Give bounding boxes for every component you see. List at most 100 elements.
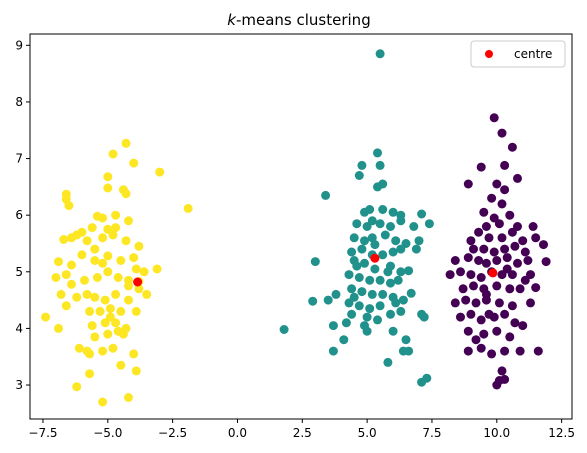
data-point: [61, 270, 71, 280]
data-point: [492, 326, 502, 336]
data-point: [492, 256, 502, 265]
data-point: [87, 321, 97, 331]
x-tick-label: −5.0: [93, 426, 122, 440]
y-tick-label: 8: [15, 95, 23, 109]
data-point: [481, 258, 491, 268]
data-point: [471, 335, 481, 345]
data-point: [90, 292, 100, 302]
data-point: [378, 179, 388, 189]
data-point: [131, 366, 141, 376]
chart-title-rest: -means clustering: [236, 11, 371, 29]
data-point: [463, 326, 473, 336]
data-point: [396, 244, 406, 254]
data-point: [352, 219, 362, 229]
chart-title: k-means clustering: [227, 11, 370, 29]
data-point: [539, 240, 548, 250]
x-tick-label: −7.5: [28, 426, 57, 440]
data-point: [103, 183, 113, 193]
chart-title-italic: k: [227, 11, 237, 29]
x-tick-label: 12.5: [548, 426, 575, 440]
data-point: [116, 360, 126, 370]
data-point: [72, 230, 82, 240]
data-point: [103, 251, 113, 261]
data-point: [362, 222, 372, 231]
data-point: [424, 219, 434, 229]
data-point: [357, 287, 367, 297]
data-point: [357, 160, 367, 170]
data-point: [90, 256, 100, 265]
data-point: [513, 173, 522, 183]
data-point: [386, 309, 395, 319]
data-point: [54, 257, 63, 267]
x-tick-label: 10.0: [483, 426, 510, 440]
data-point: [54, 323, 63, 333]
data-point: [456, 312, 465, 322]
data-point: [463, 253, 473, 263]
data-point: [487, 349, 497, 359]
data-point: [526, 270, 535, 280]
data-point: [474, 227, 484, 237]
data-point: [497, 233, 507, 243]
data-point: [98, 397, 108, 407]
data-point: [404, 266, 414, 276]
data-point: [108, 343, 118, 353]
data-point: [77, 250, 87, 260]
data-point: [500, 309, 510, 319]
centre-point: [133, 277, 143, 287]
data-point: [463, 179, 473, 189]
data-point: [134, 284, 144, 294]
data-point: [82, 236, 92, 246]
legend-centre-marker: [485, 50, 493, 58]
data-point: [510, 241, 520, 251]
data-point: [466, 309, 476, 319]
data-point: [100, 295, 110, 305]
data-point: [339, 335, 349, 345]
data-point: [396, 267, 406, 277]
data-point: [383, 267, 393, 277]
data-point: [500, 346, 510, 356]
centres-layer: [133, 253, 498, 287]
data-point: [393, 275, 403, 285]
data-point: [103, 329, 113, 339]
data-point: [494, 219, 504, 229]
data-point: [450, 298, 460, 308]
data-point: [456, 267, 465, 277]
data-point: [528, 222, 538, 231]
data-point: [370, 264, 380, 274]
data-point: [489, 113, 499, 123]
centre-point: [488, 268, 498, 278]
data-point: [489, 247, 499, 257]
data-point: [129, 349, 139, 359]
data-point: [354, 273, 364, 282]
data-point: [487, 193, 497, 203]
data-point: [142, 289, 152, 299]
data-point: [328, 346, 338, 356]
data-point: [98, 233, 108, 243]
data-point: [331, 289, 341, 299]
data-point: [354, 171, 364, 180]
data-point: [531, 233, 541, 243]
data-point: [492, 179, 502, 189]
data-point: [349, 233, 359, 243]
data-point: [375, 301, 385, 311]
data-point: [72, 292, 82, 302]
data-point: [344, 270, 354, 280]
data-point: [90, 244, 100, 254]
data-point: [124, 393, 133, 402]
data-point: [417, 209, 427, 219]
data-point: [450, 256, 460, 265]
data-point: [103, 172, 113, 182]
data-point: [118, 329, 128, 339]
data-point: [492, 281, 502, 291]
data-point: [520, 247, 530, 257]
data-point: [134, 241, 144, 251]
data-point: [121, 138, 131, 148]
data-point: [466, 270, 476, 280]
data-point: [124, 295, 133, 305]
data-point: [463, 346, 473, 356]
data-point: [92, 273, 102, 282]
data-point: [497, 199, 507, 209]
data-point: [279, 325, 289, 334]
data-point: [458, 284, 468, 294]
data-point: [391, 236, 401, 246]
